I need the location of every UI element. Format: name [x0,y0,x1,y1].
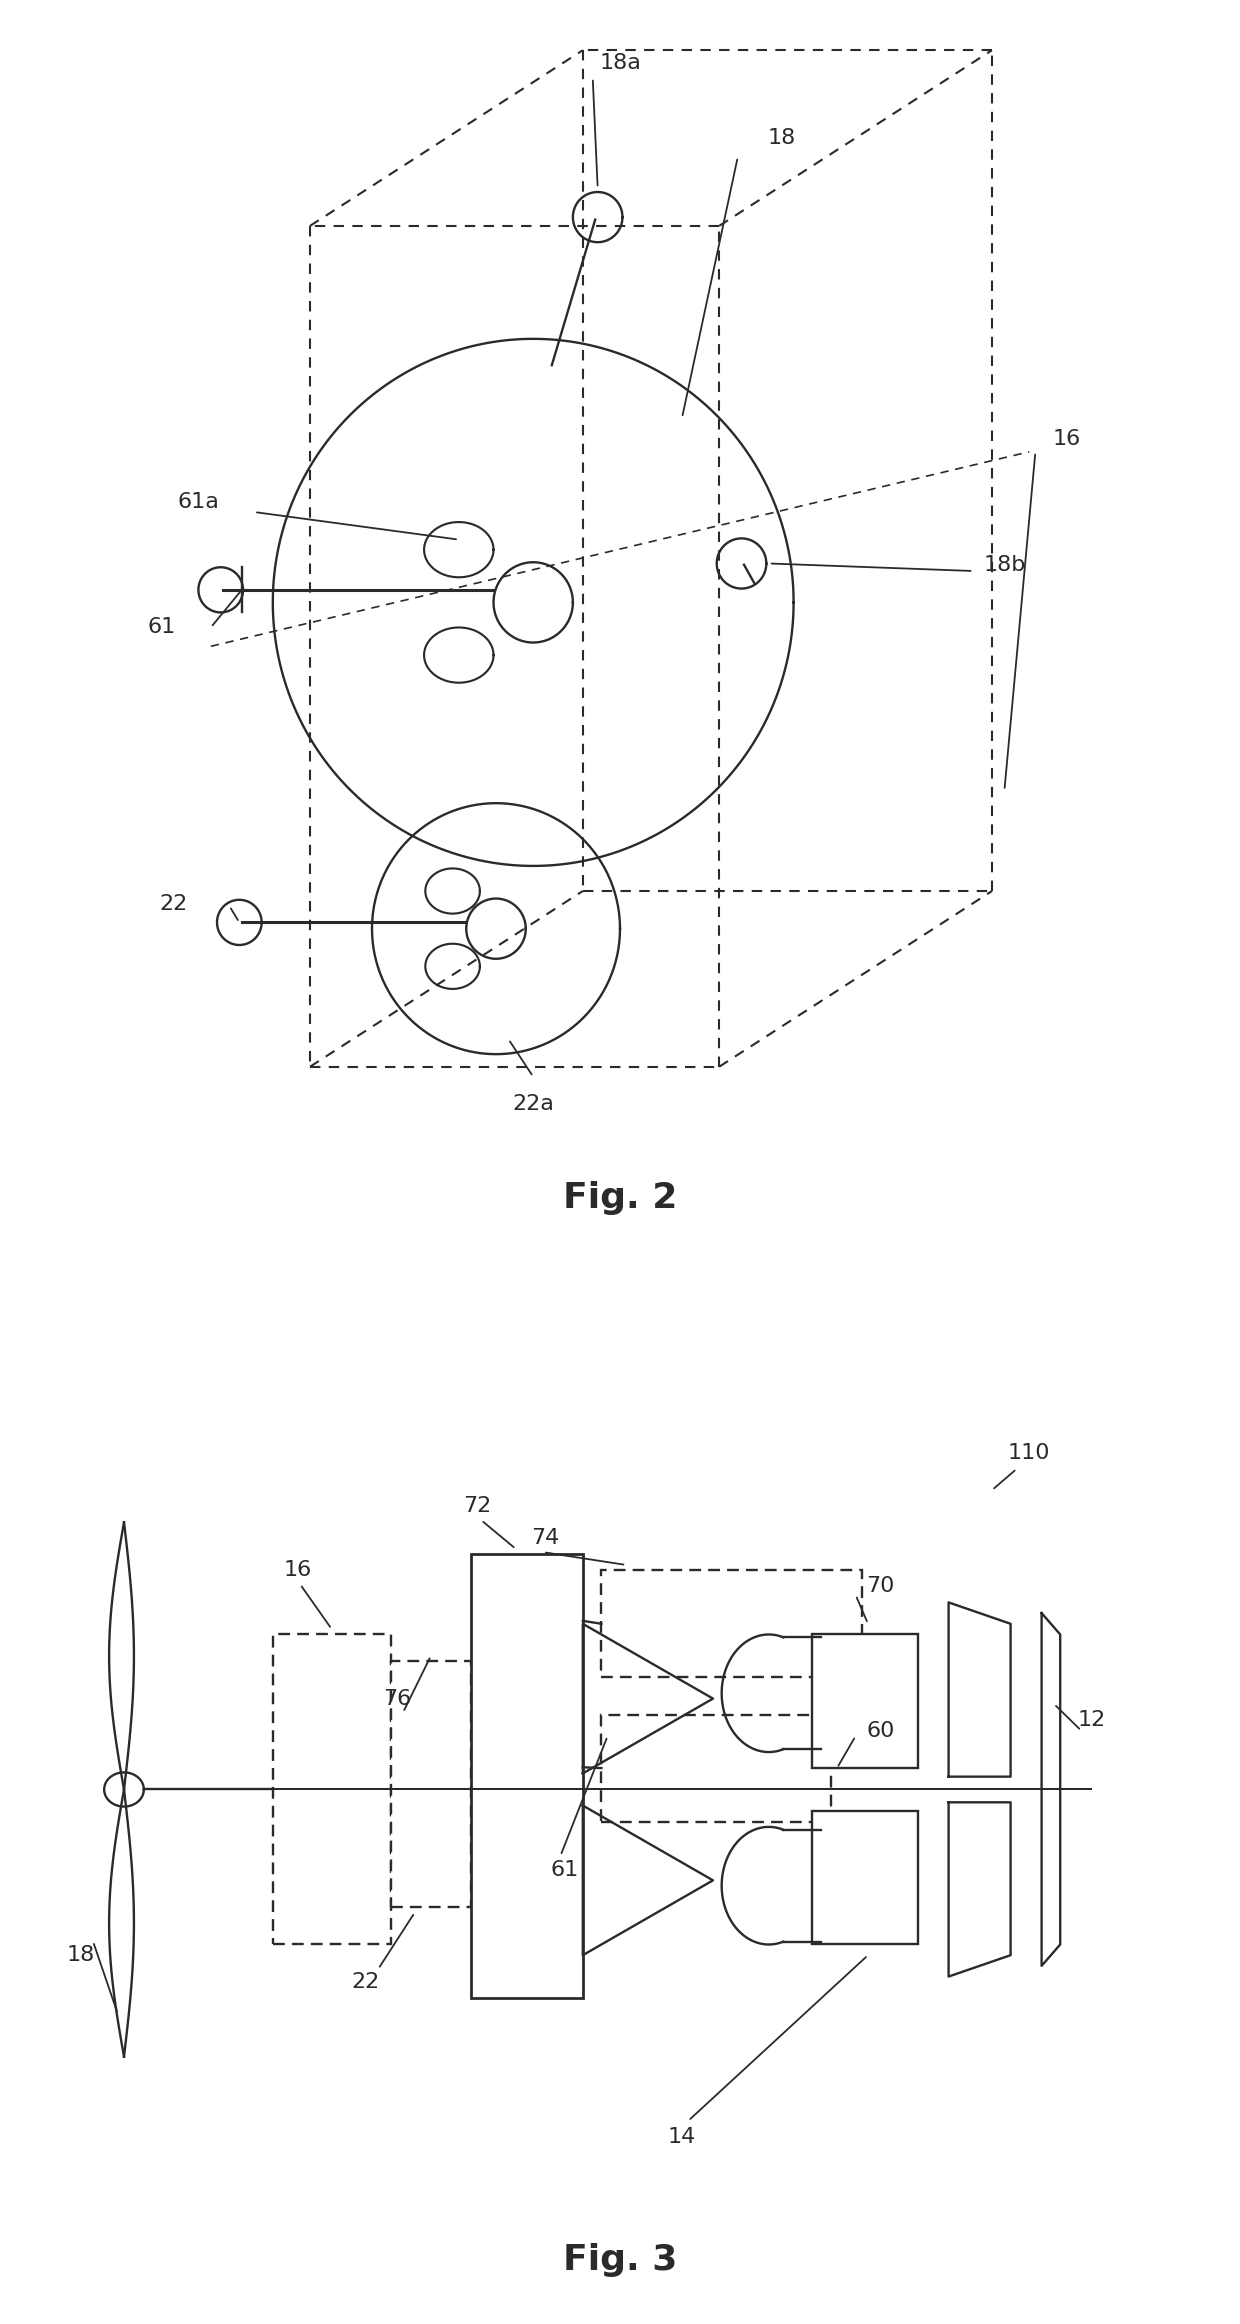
Text: 18a: 18a [599,53,641,72]
Text: 16: 16 [1053,430,1080,449]
Text: 16: 16 [284,1559,311,1580]
Text: 61: 61 [551,1859,578,1880]
Text: 14: 14 [668,2126,696,2147]
Text: 72: 72 [464,1497,491,1515]
Bar [812,1634,918,1769]
Text: 18: 18 [768,128,795,149]
Text: 110: 110 [1008,1443,1050,1462]
Text: 12: 12 [1078,1710,1105,1729]
Text: 70: 70 [867,1576,894,1597]
Text: Fig. 2: Fig. 2 [563,1181,677,1215]
Text: 22: 22 [352,1971,379,1992]
Text: Fig. 3: Fig. 3 [563,2243,677,2278]
Bar [601,1715,831,1822]
Text: 18b: 18b [983,555,1025,574]
Text: 74: 74 [532,1529,559,1548]
Text: 61a: 61a [177,493,219,511]
Text: 61: 61 [148,618,175,637]
Bar [391,1662,471,1908]
Bar [273,1634,391,1945]
Bar [812,1810,918,1945]
Bar [471,1555,583,1999]
Text: 22a: 22a [512,1095,554,1116]
Text: 22: 22 [160,892,187,913]
Text: 60: 60 [867,1720,894,1741]
Text: 76: 76 [383,1690,410,1708]
Text: 18: 18 [67,1945,94,1966]
Bar [601,1571,862,1678]
